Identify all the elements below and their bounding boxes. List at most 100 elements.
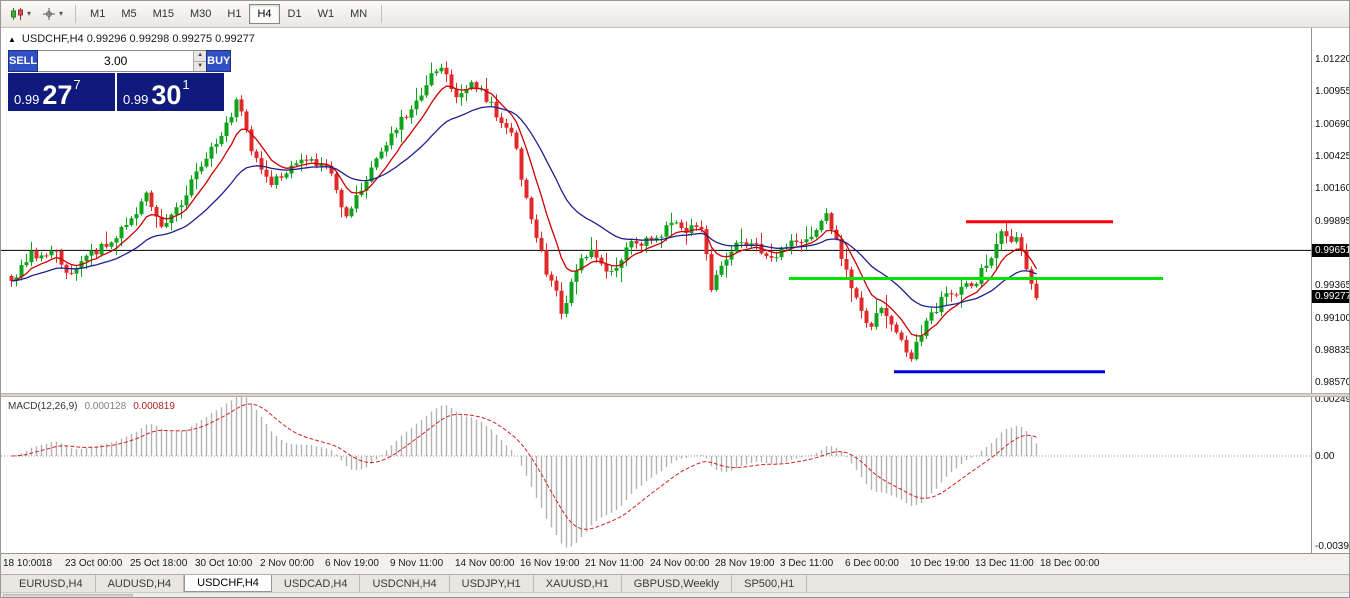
time-axis-label: 23 Oct 00:00 (65, 558, 123, 569)
price-marker: 0.99651 (1312, 244, 1349, 257)
volume-stepper: ▲ ▼ (193, 51, 207, 71)
candlestick-style-icon (11, 8, 23, 20)
macd-name: MACD(12,26,9) (8, 401, 78, 412)
candlestick-chart[interactable] (1, 28, 1311, 393)
time-axis-label: 16 Nov 19:00 (520, 558, 580, 569)
time-axis-label: 2 Nov 00:00 (260, 558, 314, 569)
trade-controls-row: SELL ▲ ▼ BUY (8, 50, 232, 72)
price-axis[interactable]: 1.01220 1.00955 1.00690 1.00425 1.00160 0.998… (1311, 28, 1350, 553)
chart-style-button[interactable]: ▾ (5, 4, 36, 25)
macd-axis-label: 0.002492 (1315, 394, 1349, 405)
macd-signal-value: 0.000819 (133, 401, 175, 412)
chart-tab-usdcnh[interactable]: USDCNH,H4 (360, 575, 450, 592)
horizontal-scrollbar[interactable] (1, 592, 1349, 597)
ma-fast-line (11, 85, 1038, 337)
time-axis-label: 3 Dec 11:00 (780, 558, 834, 569)
price-axis-label: 0.98570 (1315, 377, 1350, 388)
time-axis-label: 21 Nov 11:00 (585, 558, 644, 569)
sell-price-display[interactable]: 0.99 27 7 (8, 73, 115, 111)
timeframe-button-h4[interactable]: H4 (249, 4, 280, 24)
toolbar-separator (381, 5, 383, 23)
chart-tab-usdjpy[interactable]: USDJPY,H1 (450, 575, 534, 592)
chart-tab-sp500[interactable]: SP500,H1 (732, 575, 808, 592)
ma-slow-line (11, 105, 1037, 309)
price-axis-label: 1.00690 (1315, 119, 1350, 130)
trade-prices-row: 0.99 27 7 0.99 30 1 (8, 73, 224, 111)
volume-field[interactable]: ▲ ▼ (38, 50, 207, 72)
timeframe-button-m5[interactable]: M5 (113, 4, 144, 24)
timeframe-button-m15[interactable]: M15 (145, 4, 182, 24)
price-axis-label: 0.99365 (1315, 280, 1350, 291)
chart-tab-audusd[interactable]: AUDUSD,H4 (96, 575, 185, 592)
candles-layer (9, 61, 1039, 362)
time-axis-label: 14 Nov 00:00 (455, 558, 515, 569)
time-axis-label: 18 10:00 (3, 558, 42, 569)
timeframe-button-m30[interactable]: M30 (182, 4, 219, 24)
time-axis-label: 30 Oct 10:00 (195, 558, 253, 569)
volume-decrease-button[interactable]: ▼ (194, 61, 207, 71)
crosshair-button[interactable]: ▾ (37, 4, 68, 25)
time-axis-label: 24 Nov 00:00 (650, 558, 710, 569)
scrollbar-thumb[interactable] (3, 594, 133, 597)
macd-indicator-chart[interactable] (1, 397, 1311, 553)
panel-splitter[interactable] (1, 393, 1349, 397)
time-axis-label: 18 (41, 558, 53, 569)
macd-axis-label: -0.003913 (1315, 541, 1349, 552)
chart-tab-gbpusd[interactable]: GBPUSD,Weekly (622, 575, 733, 592)
toolbar-separator (75, 5, 77, 23)
timeframe-button-w1[interactable]: W1 (310, 4, 343, 24)
volume-increase-button[interactable]: ▲ (194, 51, 207, 62)
time-axis-label: 10 Dec 19:00 (910, 558, 970, 569)
top-toolbar: ▾ ▾ M1 M5 M15 M30 H1 H4 D1 W1 MN (1, 1, 1349, 28)
volume-input[interactable] (38, 51, 194, 71)
chart-tab-usdchf[interactable]: USDCHF,H4 (184, 575, 272, 592)
time-axis-label: 13 Dec 11:00 (975, 558, 1034, 569)
price-marker: 0.99277 (1312, 290, 1349, 303)
price-axis-label: 0.99100 (1315, 313, 1350, 324)
buy-price-sup: 1 (182, 77, 190, 92)
timeframe-toolbar: M1 M5 M15 M30 H1 H4 D1 W1 MN (82, 4, 375, 24)
buy-button[interactable]: BUY (206, 50, 232, 72)
macd-signal-line (11, 403, 1037, 530)
chart-tab-usdcad[interactable]: USDCAD,H4 (272, 575, 361, 592)
macd-label: MACD(12,26,9) 0.000128 0.000819 (8, 401, 175, 412)
price-axis-label: 1.00955 (1315, 86, 1350, 97)
timeframe-button-mn[interactable]: MN (342, 4, 375, 24)
symbol-ohlc-text: USDCHF,H4 0.99296 0.99298 0.99275 0.9927… (21, 33, 255, 45)
price-axis-label: 0.99895 (1315, 216, 1350, 227)
timeframe-button-h1[interactable]: H1 (219, 4, 249, 24)
macd-value: 0.000128 (84, 401, 127, 412)
timeframe-button-d1[interactable]: D1 (280, 4, 310, 24)
time-axis-label: 25 Oct 18:00 (130, 558, 188, 569)
sell-price-sup: 7 (73, 77, 81, 92)
tick-direction-icon: ▲ (8, 34, 16, 44)
chart-tabs-bar: EURUSD,H4 AUDUSD,H4 USDCHF,H4 USDCAD,H4 USDC… (1, 574, 1349, 592)
buy-price-big: 30 (151, 80, 182, 110)
sell-button[interactable]: SELL (8, 50, 39, 72)
symbol-info-line: ▲ USDCHF,H4 0.99296 0.99298 0.99275 0.99… (8, 33, 255, 45)
price-axis-label: 0.98835 (1315, 345, 1350, 356)
chart-tab-xauusd[interactable]: XAUUSD,H1 (534, 575, 622, 592)
buy-price-display[interactable]: 0.99 30 1 (117, 73, 224, 111)
macd-axis-label: 0.00 (1315, 451, 1335, 462)
time-axis-label: 18 Dec 00:00 (1040, 558, 1100, 569)
time-axis[interactable]: 18 10:00 18 23 Oct 00:00 25 Oct 18:00 30 Oct… (1, 553, 1349, 574)
time-axis-label: 28 Nov 19:00 (715, 558, 775, 569)
timeframe-button-m1[interactable]: M1 (82, 4, 113, 24)
sell-price-big: 27 (42, 80, 73, 110)
crosshair-icon (43, 8, 56, 20)
sell-price-prefix: 0.99 (14, 92, 40, 107)
chart-tab-eurusd[interactable]: EURUSD,H4 (7, 575, 96, 592)
price-axis-label: 1.01220 (1315, 54, 1350, 65)
price-axis-label: 1.00425 (1315, 151, 1350, 162)
price-axis-label: 1.00160 (1315, 183, 1350, 194)
chart-background (1, 28, 1349, 553)
macd-histogram (15, 397, 1038, 548)
chevron-down-icon: ▾ (27, 9, 32, 18)
time-axis-label: 6 Dec 00:00 (845, 558, 899, 569)
buy-price-prefix: 0.99 (123, 92, 149, 107)
chevron-down-icon: ▾ (59, 9, 64, 18)
time-axis-label: 6 Nov 19:00 (325, 558, 379, 569)
